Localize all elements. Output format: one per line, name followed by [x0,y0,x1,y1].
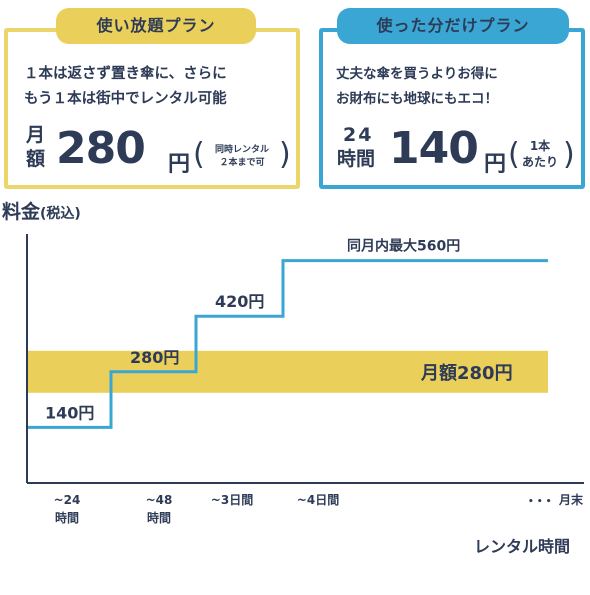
x-tick-label: ~3日間 [211,493,253,507]
unlimited-paren-close: ) [279,137,291,172]
unlimited-unit-1: 月 [26,124,46,146]
cost-step-line [27,259,548,429]
value-label: 140円 [45,403,94,422]
pay-per-use-desc-line1: 丈夫な傘を買うよりお得に [336,66,498,82]
y-axis-sublabel: (税込) [40,206,81,222]
max-price-label: 同月内最大560円 [347,238,460,255]
unlimited-unit-2: 額 [26,148,46,170]
unlimited-paren-open: ( [193,137,205,172]
y-axis-label: 料金 [2,201,41,223]
pay-per-use-unit-2: 時間 [337,148,376,170]
unlimited-yen: 円 [168,152,191,177]
pay-per-use-note-line1: 1本 [529,139,551,153]
unlimited-desc-line2: もう１本は街中でレンタル可能 [24,91,227,107]
value-label: 280円 [130,348,179,367]
pay-per-use-plan-description: 丈夫な傘を買うよりお得に お財布にも地球にもエコ！ [336,62,576,112]
unlimited-plan-title: 使い放題プラン [56,8,256,44]
y-axis-title: 料金(税込) [2,197,81,224]
pay-per-use-note-line2: あたり [521,155,558,169]
pay-per-use-note: 1本 あたり [517,138,563,170]
unlimited-note-line2: ２本まで可 [219,158,265,168]
pay-per-use-paren-open: ( [508,137,520,172]
x-tick-label: 時間 [147,510,171,525]
monthly-band-label: 月額280円 [420,362,513,384]
pay-per-use-unit-1: 24 [343,124,374,146]
pay-per-use-desc-line2: お財布にも地球にもエコ！ [336,91,498,107]
pay-per-use-yen: 円 [484,152,507,177]
value-label: 420円 [215,292,264,311]
unlimited-plan-description: １本は返さず置き傘に、さらに もう１本は街中でレンタル可能 [24,62,294,112]
x-axis-title: レンタル時間 [474,537,571,556]
unlimited-note-line1: 同時レンタル [214,145,269,155]
x-tick-label: ~24 [54,493,81,507]
unlimited-desc-line1: １本は返さず置き傘に、さらに [24,66,227,82]
pay-per-use-plan-card [319,28,585,189]
pay-per-use-paren-close: ) [563,137,575,172]
x-tick-label: 月末 [558,492,584,507]
x-tick-label: 時間 [55,510,79,525]
pay-per-use-plan-title: 使った分だけプラン [337,8,569,44]
x-axis-ellipsis: • • • [528,497,552,507]
unlimited-note: 同時レンタル ２本まで可 [202,144,282,170]
x-tick-label: ~48 [146,493,173,507]
x-tick-label: ~4日間 [297,493,339,507]
pay-per-use-price: 140 [389,123,479,174]
unlimited-price: 280 [56,123,146,174]
